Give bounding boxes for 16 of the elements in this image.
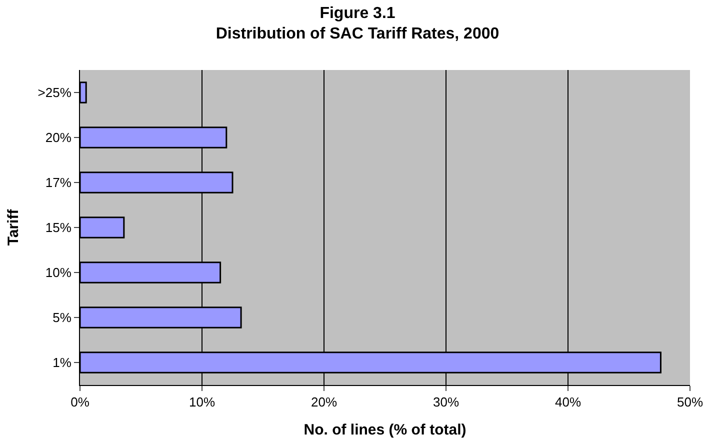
x-tick-label: 40% <box>554 394 582 410</box>
x-tick-label: 20% <box>310 394 338 410</box>
y-tick-label: 5% <box>52 310 72 326</box>
y-tick-label: 10% <box>45 265 72 280</box>
x-tick-label: 50% <box>676 394 704 410</box>
x-axis-title: No. of lines (% of total) <box>304 422 466 439</box>
y-tick-label: 20% <box>45 130 72 146</box>
y-tick-label: 15% <box>45 220 72 236</box>
y-tick-label: 17% <box>45 175 72 190</box>
x-tick-label: 30% <box>432 394 460 410</box>
x-tick-label: 0% <box>70 394 90 410</box>
y-axis-title: Tariff <box>5 208 22 246</box>
y-tick-label: >25% <box>38 85 72 100</box>
chart-title: Figure 3.1 Distribution of SAC Tariff Rates, 2000 <box>216 4 500 43</box>
y-tick-label: 1% <box>52 355 72 370</box>
x-tick-label: 10% <box>188 394 216 410</box>
